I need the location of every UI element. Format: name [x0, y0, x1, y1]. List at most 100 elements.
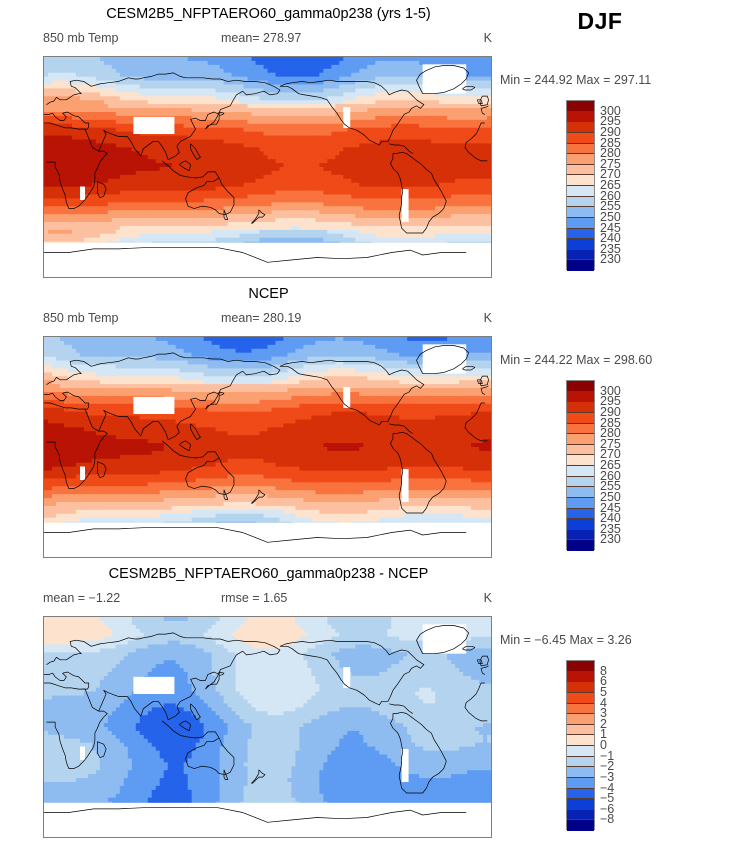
- colorbar-swatches: [566, 660, 595, 831]
- map-contour-canvas: [44, 337, 491, 557]
- colorbar-swatch: [567, 508, 594, 520]
- colorbar-swatch: [567, 735, 594, 746]
- colorbar-tick-label: 300: [600, 383, 621, 398]
- colorbar-swatch: [567, 381, 594, 392]
- colorbar-tick-label: 270: [600, 447, 621, 462]
- colorbar-tick-label: 8: [600, 663, 607, 678]
- colorbar-tick-label: 1: [600, 727, 607, 742]
- panel-title: CESM2B5_NFPTAERO60_gamma0p238 (yrs 1-5): [106, 6, 431, 22]
- coastline-layer: [44, 625, 489, 823]
- colorbar-swatch: [567, 434, 594, 445]
- map-plot: [43, 616, 492, 838]
- colorbar-tick-label: 255: [600, 479, 621, 494]
- colorbar-swatch: [567, 402, 594, 413]
- colorbar-tick-label: 300: [600, 103, 621, 118]
- colorbar-swatches: [566, 380, 595, 551]
- colorbar-tick-label: −6: [600, 801, 615, 816]
- colorbar-ticklabels: 300 295 290 285 280 275 270 265 260 255 250 245 240 2…: [600, 380, 646, 550]
- colorbar-swatch: [567, 809, 594, 821]
- colorbar-tick-label: −1: [600, 748, 615, 763]
- mean-label: mean= 280.19: [221, 311, 302, 325]
- colorbar-tick-label: 230: [600, 532, 621, 547]
- colorbar-ticklabels: 300 295 290 285 280 275 270 265 260 255 250 245 240 2…: [600, 100, 646, 270]
- minmax-stats: Min = −6.45 Max = 3.26: [500, 633, 632, 647]
- colorbar-swatches: [566, 100, 595, 271]
- colorbar-tick-label: 285: [600, 415, 621, 430]
- colorbar-ticklabels: 8 6 5 4 3 2 1 0 −1 −2 −3 −4 −5 −6 −8: [600, 660, 646, 830]
- colorbar-tick-label: 0: [600, 738, 607, 752]
- colorbar-tick-label: 240: [600, 231, 621, 246]
- level-label: 850 mb Temp: [43, 311, 119, 325]
- colorbar-swatch: [567, 196, 594, 208]
- colorbar-tick-label: 260: [600, 188, 621, 203]
- colorbar-swatch: [567, 260, 594, 271]
- colorbar-swatch: [567, 143, 594, 155]
- colorbar-tick-label: 290: [600, 404, 621, 419]
- colorbar-tick-label: 255: [600, 199, 621, 214]
- colorbar-swatch: [567, 423, 594, 435]
- colorbar-tick-label: −3: [600, 769, 615, 784]
- colorbar-swatch: [567, 799, 594, 810]
- map-plot: [43, 336, 492, 558]
- colorbar-tick-label: 265: [600, 458, 621, 472]
- colorbar-swatch: [567, 487, 594, 498]
- panel-subheader: 850 mb Temp mean= 280.19 K: [43, 311, 494, 327]
- minmax-stats: Min = 244.92 Max = 297.11: [500, 73, 652, 87]
- colorbar-tick-label: 250: [600, 209, 621, 224]
- colorbar-swatch: [567, 529, 594, 541]
- colorbar-swatch: [567, 756, 594, 768]
- colorbar-swatch: [567, 391, 594, 403]
- panel-subheader: mean = −1.22 rmse = 1.65 K: [43, 591, 494, 607]
- colorbar-tick-label: −2: [600, 759, 615, 774]
- map-contour-canvas: [44, 617, 491, 837]
- colorbar-tick-label: 265: [600, 178, 621, 192]
- rmse-label: rmse = 1.65: [221, 591, 288, 605]
- colorbar-tick-label: 280: [600, 146, 621, 161]
- panel-title: CESM2B5_NFPTAERO60_gamma0p238 - NCEP: [108, 566, 429, 582]
- colorbar-swatch: [567, 767, 594, 778]
- colorbar-tick-label: 295: [600, 114, 621, 129]
- colorbar-tick-label: 245: [600, 500, 621, 515]
- units-label: K: [483, 591, 492, 605]
- units-label: K: [483, 311, 492, 325]
- colorbar-tick-label: 250: [600, 489, 621, 504]
- colorbar-swatch: [567, 122, 594, 133]
- map-plot: [43, 56, 492, 278]
- colorbar-swatch: [567, 239, 594, 250]
- colorbar-swatch: [567, 101, 594, 112]
- colorbar-swatch: [567, 476, 594, 488]
- colorbar-swatch: [567, 788, 594, 800]
- colorbar-tick-label: 3: [600, 706, 607, 721]
- colorbar-tick-label: 290: [600, 124, 621, 139]
- missing-data-mask: [44, 344, 491, 557]
- mean-label: mean= 278.97: [221, 31, 302, 45]
- minmax-stats: Min = 244.22 Max = 298.60: [500, 353, 653, 367]
- colorbar-tick-label: 235: [600, 241, 621, 256]
- colorbar-swatch: [567, 714, 594, 725]
- map-contour-canvas: [44, 57, 491, 277]
- colorbar-tick-label: 2: [600, 716, 607, 731]
- colorbar-tick-label: −4: [600, 780, 615, 795]
- colorbar-swatch: [567, 249, 594, 261]
- colorbar-tick-label: 270: [600, 167, 621, 182]
- colorbar-swatch: [567, 820, 594, 831]
- colorbar-tick-label: 4: [600, 695, 607, 710]
- colorbar-tick-label: −8: [600, 812, 615, 827]
- colorbar-swatch: [567, 154, 594, 165]
- colorbar-swatch: [567, 777, 594, 789]
- colorbar-tick-label: 285: [600, 135, 621, 150]
- colorbar-tick-label: −5: [600, 791, 615, 806]
- level-label: 850 mb Temp: [43, 31, 119, 45]
- panel-subheader: 850 mb Temp mean= 278.97 K: [43, 31, 494, 47]
- colorbar-swatch: [567, 466, 594, 477]
- colorbar-swatch: [567, 671, 594, 683]
- panel-title: NCEP: [248, 286, 289, 302]
- coastline-layer: [44, 345, 489, 543]
- colorbar-tick-label: 240: [600, 511, 621, 526]
- colorbar-swatch: [567, 455, 594, 466]
- colorbar-tick-label: 275: [600, 436, 621, 451]
- colorbar-swatch: [567, 175, 594, 186]
- colorbar-tick-label: 235: [600, 521, 621, 536]
- colorbar-swatch: [567, 207, 594, 218]
